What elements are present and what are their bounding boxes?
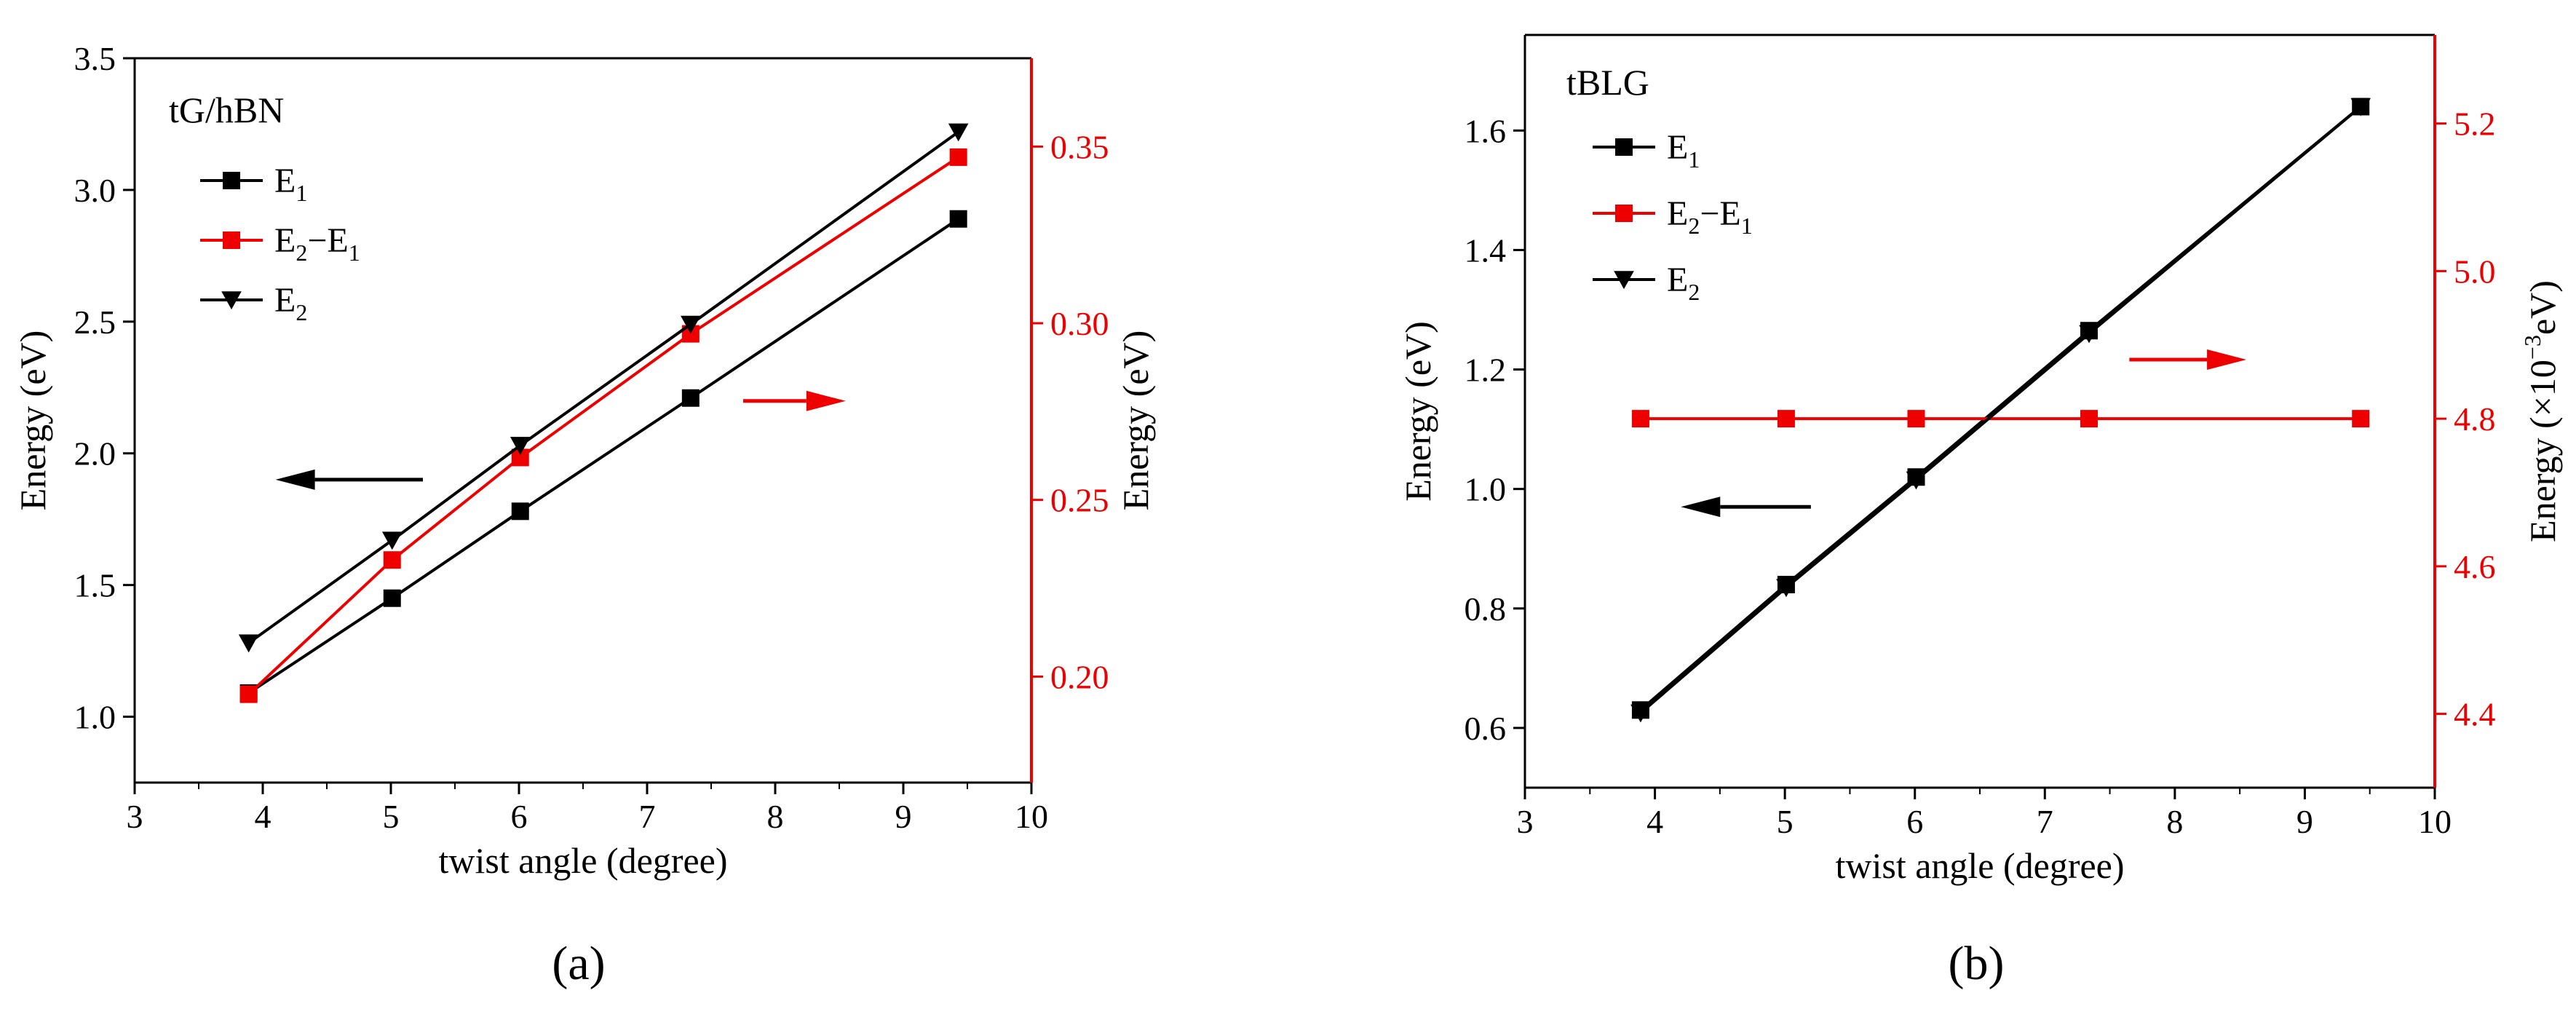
legend-marker xyxy=(1615,138,1633,156)
x-tick-label: 5 xyxy=(1777,803,1794,840)
x-axis-label: twist angle (degree) xyxy=(1835,845,2124,886)
y2-tick-label: 5.2 xyxy=(2454,106,2496,143)
y2-axis-label: Energy (×10−3eV) xyxy=(2519,280,2563,542)
y-tick-label: 1.0 xyxy=(74,699,116,736)
y2-tick-label: 4.6 xyxy=(2454,548,2496,585)
data-point-e2 xyxy=(1776,579,1796,598)
x-tick-label: 3 xyxy=(127,798,143,835)
data-point-e2-e1 xyxy=(2352,410,2370,428)
x-axis-label: twist angle (degree) xyxy=(438,840,727,881)
y-tick-label: 3.5 xyxy=(74,40,116,77)
x-tick-label: 4 xyxy=(255,798,272,835)
data-point-e2-e1 xyxy=(239,685,258,703)
data-point-e2-e1 xyxy=(1907,410,1925,428)
y2-tick-label: 0.20 xyxy=(1050,658,1109,695)
y-axis-label: Energy (eV) xyxy=(1398,321,1438,502)
y2-axis-label: Energy (eV) xyxy=(1115,331,1156,511)
data-point-e2-e1 xyxy=(383,551,401,569)
x-tick-label: 10 xyxy=(1015,798,1048,835)
x-tick-label: 10 xyxy=(2418,803,2452,840)
data-point-e2 xyxy=(948,123,969,142)
x-tick-label: 9 xyxy=(895,798,912,835)
y-tick-label: 1.5 xyxy=(74,567,116,604)
x-tick-label: 9 xyxy=(2296,803,2313,840)
y-tick-label: 1.2 xyxy=(1465,352,1507,389)
arrow-head-left xyxy=(275,469,315,490)
panel-b-label: (b) xyxy=(1949,937,2005,990)
panel-a-label: (a) xyxy=(552,937,605,990)
data-point-e1 xyxy=(383,589,401,607)
y2-tick-label: 0.25 xyxy=(1050,482,1109,519)
y2-tick-label: 0.30 xyxy=(1050,305,1109,342)
chart-annotation: tBLG xyxy=(1566,62,1649,103)
data-point-e2 xyxy=(1906,471,1927,490)
x-tick-label: 3 xyxy=(1517,803,1534,840)
y-tick-label: 0.8 xyxy=(1465,590,1507,628)
x-tick-label: 7 xyxy=(2037,803,2053,840)
x-tick-label: 8 xyxy=(767,798,784,835)
legend-marker xyxy=(223,231,240,249)
data-point-e2 xyxy=(238,634,259,653)
legend-label: E2 xyxy=(1667,261,1700,305)
x-tick-label: 5 xyxy=(383,798,400,835)
data-point-e2 xyxy=(2079,325,2099,344)
y-tick-label: 2.0 xyxy=(74,435,116,472)
y2-tick-label: 4.8 xyxy=(2454,400,2496,438)
panel-b: 3 4 5 6 7 8 9 10 0.6 0.8 1.0 1.2 1.4 1.6 4.4 4.6 4.8 5.0 5… xyxy=(1398,33,2563,886)
legend-label: E2−E1 xyxy=(274,221,360,266)
data-point-e2 xyxy=(381,531,403,550)
y2-tick-label: 0.35 xyxy=(1050,128,1109,165)
data-point-e1 xyxy=(511,502,529,521)
y-tick-label: 1.0 xyxy=(1465,471,1507,508)
data-point-e2 xyxy=(681,315,701,334)
y2-tick-label: 4.4 xyxy=(2454,696,2496,733)
y-tick-label: 1.4 xyxy=(1465,231,1507,269)
data-point-e2 xyxy=(1630,704,1651,723)
legend-label: E2 xyxy=(274,281,307,325)
data-point-e2-e1 xyxy=(949,148,967,166)
legend-label: E1 xyxy=(1667,128,1700,173)
data-point-e2-e1 xyxy=(1777,410,1795,428)
x-tick-label: 8 xyxy=(2166,803,2183,840)
x-tick-label: 7 xyxy=(639,798,656,835)
legend-marker xyxy=(221,291,242,310)
y-tick-label: 2.5 xyxy=(74,304,116,341)
data-point-e1 xyxy=(681,389,700,407)
chart-annotation: tG/hBN xyxy=(169,90,284,130)
legend-label: E1 xyxy=(274,162,307,206)
legend-marker xyxy=(223,172,240,189)
x-tick-label: 6 xyxy=(511,798,528,835)
x-tick-label: 4 xyxy=(1646,803,1663,840)
y-tick-label: 0.6 xyxy=(1465,710,1507,747)
arrow-head-right xyxy=(806,390,846,411)
legend-marker xyxy=(1614,271,1634,290)
x-tick-label: 6 xyxy=(1906,803,1923,840)
data-point-e2-e1 xyxy=(2080,410,2098,428)
legend-label: E2−E1 xyxy=(1667,194,1753,239)
panel-a: 3 4 5 6 7 8 9 10 1.0 1.5 2.0 2.5 3.0 3.5 0.20 0.25 0.30 0… xyxy=(12,40,1156,881)
y-tick-label: 3.0 xyxy=(74,172,116,209)
data-point-e1 xyxy=(949,210,967,228)
y2-tick-label: 5.0 xyxy=(2454,253,2496,290)
y-axis-label: Energy (eV) xyxy=(12,331,53,511)
legend-marker xyxy=(1615,205,1633,222)
y-tick-label: 1.6 xyxy=(1465,112,1507,149)
data-point-e2 xyxy=(2350,98,2371,116)
arrow-head-right xyxy=(2207,349,2247,371)
data-point-e2 xyxy=(510,437,531,455)
data-point-e2-e1 xyxy=(1631,410,1649,428)
arrow-head-left xyxy=(1681,496,1721,518)
